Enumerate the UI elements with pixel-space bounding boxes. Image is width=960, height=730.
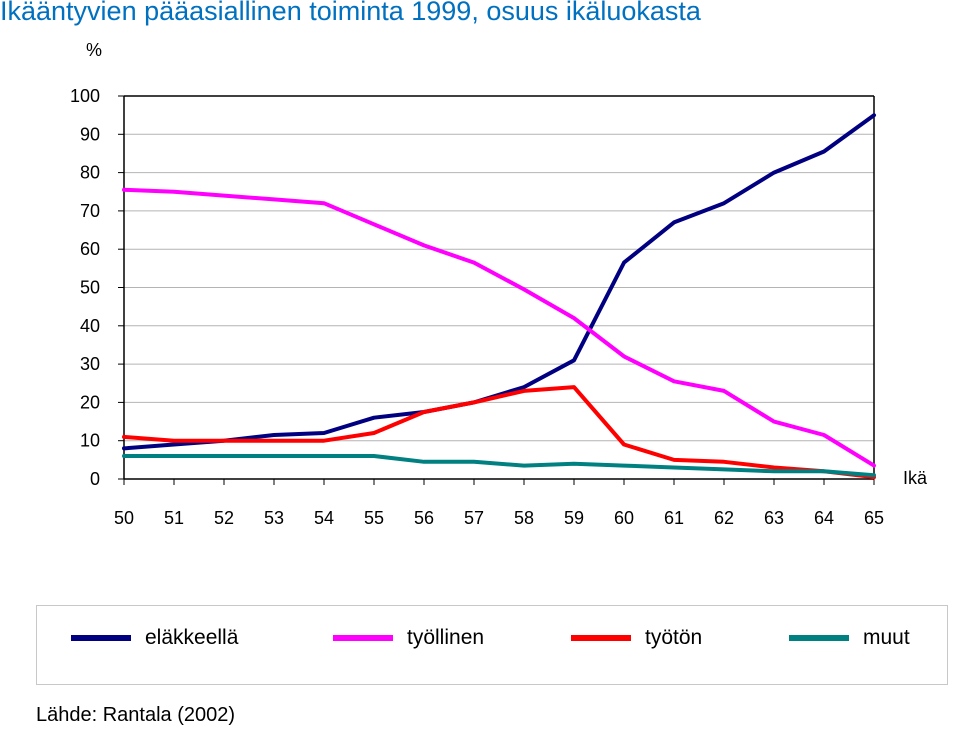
- x-tick-label: 65: [864, 508, 884, 528]
- axes: [118, 95, 875, 485]
- y-tick-label: 30: [80, 354, 100, 374]
- series-line-4: [122, 454, 876, 478]
- x-tick-label: 60: [614, 508, 634, 528]
- y-tick-label: 70: [80, 201, 100, 221]
- x-tick-label: 52: [214, 508, 234, 528]
- legend-item: työtön: [571, 626, 702, 650]
- y-tick-label: 10: [80, 431, 100, 451]
- legend-swatch: [571, 635, 631, 641]
- x-tick-label: 54: [314, 508, 334, 528]
- legend-item: eläkkeellä: [71, 626, 238, 650]
- x-tick-label: 64: [814, 508, 834, 528]
- x-tick-label: 53: [264, 508, 284, 528]
- y-tick-label: 80: [80, 163, 100, 183]
- x-tick-label: 59: [564, 508, 584, 528]
- chart-legend: eläkkeellä työllinen työtön muut: [36, 605, 948, 685]
- legend-label: työtön: [645, 626, 703, 649]
- x-tick-label: 58: [514, 508, 534, 528]
- legend-item: työllinen: [333, 626, 484, 650]
- series-lines: [122, 113, 876, 480]
- x-tick-label: 57: [464, 508, 484, 528]
- y-tick-label: 20: [80, 392, 100, 412]
- y-tick-label: 0: [90, 469, 100, 489]
- legend-label: muut: [863, 626, 910, 649]
- line-chart: 0 10 20 30 40 50 60 70 80 90 100 50 51 52 53 54 55 56 57 58…: [70, 86, 928, 528]
- y-axis-unit: %: [86, 40, 103, 60]
- legend-label: työllinen: [407, 626, 485, 649]
- x-tick-label: 51: [164, 508, 184, 528]
- gridlines: [124, 95, 874, 442]
- y-tick-label: 40: [80, 316, 100, 336]
- source-note: Lähde: Rantala (2002): [36, 704, 236, 726]
- series-line-3: [122, 385, 876, 480]
- tick-labels: 0 10 20 30 40 50 60 70 80 90 100 50 51 52 53 54 55 56 57 58…: [70, 86, 884, 528]
- x-tick-label: 50: [114, 508, 134, 528]
- series-line-2: [122, 187, 876, 468]
- x-tick-label: 62: [714, 508, 734, 528]
- x-axis-label: Ikä: [903, 468, 928, 488]
- legend-swatch: [789, 635, 849, 641]
- y-tick-label: 50: [80, 278, 100, 298]
- y-tick-label: 60: [80, 239, 100, 259]
- legend-label: eläkkeellä: [145, 626, 239, 649]
- x-tick-label: 56: [414, 508, 434, 528]
- x-tick-label: 55: [364, 508, 384, 528]
- legend-swatch: [71, 635, 131, 641]
- legend-swatch: [333, 635, 393, 641]
- x-tick-label: 61: [664, 508, 684, 528]
- y-tick-label: 90: [80, 124, 100, 144]
- x-tick-label: 63: [764, 508, 784, 528]
- chart-title: Ikääntyvien pääasiallinen toiminta 1999,…: [0, 0, 701, 26]
- legend-item: muut: [789, 626, 910, 650]
- y-tick-label: 100: [70, 86, 100, 106]
